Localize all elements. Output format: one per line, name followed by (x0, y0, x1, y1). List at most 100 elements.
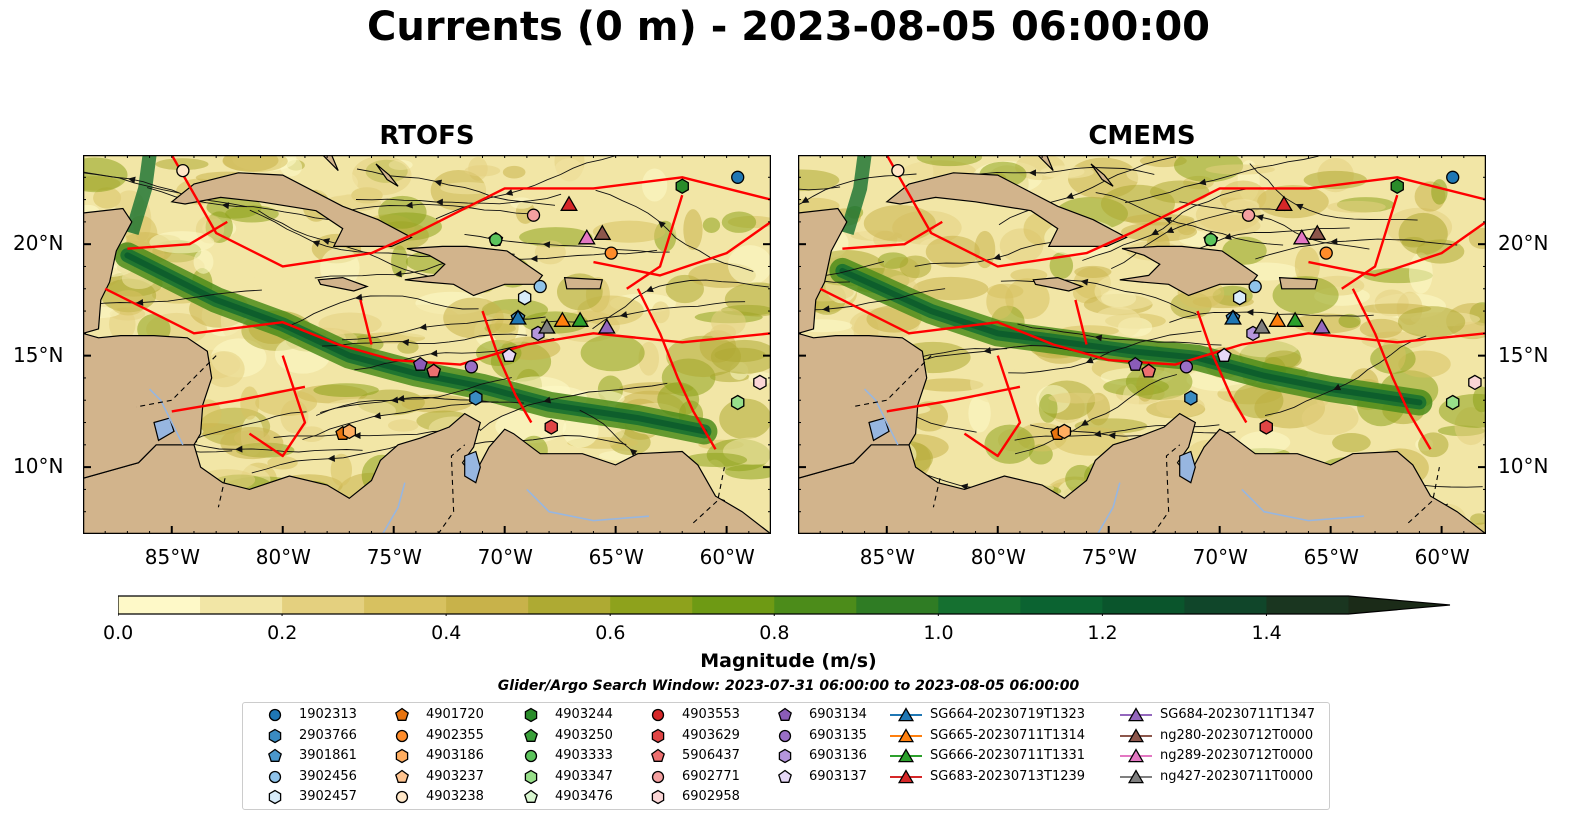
legend-circle-icon (651, 770, 665, 783)
colorbar (118, 595, 1451, 616)
y-tick-label-left: 20°N (13, 231, 64, 256)
argo-float-6903134 (1127, 356, 1143, 371)
colorbar-tick-label: 0.2 (267, 622, 298, 644)
legend-item: 3902457 (255, 788, 375, 806)
glider-SG664-20230719T1323 (1224, 309, 1242, 325)
legend-marker-icon (524, 728, 538, 742)
colorbar-tick-label: 0.4 (431, 622, 462, 644)
river (864, 388, 899, 446)
glider-ng289-20230712T0000 (577, 229, 596, 245)
landmass (1036, 155, 1054, 172)
argo-float-1902313 (1446, 170, 1460, 184)
legend-marker-icon (524, 769, 538, 784)
argo-float-4903244 (1390, 178, 1404, 194)
argo-float-2903766 (1184, 390, 1198, 406)
legend-marker-icon (1120, 707, 1152, 722)
eez-boundary (593, 220, 771, 277)
streamline-arrow (1151, 228, 1160, 236)
legend-hexagon-icon (268, 728, 282, 743)
streamline-arrow (1295, 203, 1304, 211)
streamline-arrow (435, 198, 443, 206)
eez-boundary (127, 220, 228, 250)
lake (1179, 450, 1196, 484)
legend-circle-icon (524, 749, 538, 763)
streamline (320, 397, 525, 414)
glider-SG664-20230719T1323 (509, 309, 527, 325)
streamline (798, 173, 917, 206)
colorbar-segment (1020, 596, 1103, 614)
streamline-arrow (658, 220, 666, 229)
argo-float-6903137 (1216, 347, 1232, 362)
legend-pentagon-icon (524, 789, 538, 803)
legend-label: 6903134 (809, 707, 867, 722)
colorbar-segment (610, 596, 693, 614)
landmass (1032, 276, 1084, 292)
argo-float-4903333 (1204, 233, 1218, 247)
legend-label: 6903137 (809, 768, 867, 784)
legend-item: 6902958 (638, 788, 758, 806)
legend-label: ng280-20230712T0000 (1160, 727, 1314, 743)
legend-triangle-icon (897, 727, 915, 742)
legend-item: ng289-20230712T0000 (1116, 747, 1336, 765)
panel-title-cmems: CMEMS (1088, 121, 1196, 151)
glider-ng280-20230712T0000 (593, 224, 612, 240)
eez-boundary (359, 299, 373, 345)
colorbar-tick-label: 0.0 (103, 622, 134, 644)
legend-item: 4903629 (638, 727, 758, 745)
legend-marker-icon (395, 729, 409, 742)
streamline-arrow (543, 396, 552, 404)
legend-label: 2903766 (299, 727, 357, 743)
glider-SG666-20230711T1331 (1286, 311, 1305, 327)
glider-SG665-20230711T1314 (553, 311, 572, 327)
glider-SG666-20230711T1331 (571, 311, 590, 327)
streamline-arrow (505, 189, 514, 196)
legend-circle-icon (778, 729, 792, 742)
landmass (404, 245, 544, 297)
legend-marker-icon (268, 748, 282, 762)
streamline-arrow (1085, 356, 1094, 364)
legend-marker-icon (651, 748, 665, 762)
argo-float-6903137 (501, 347, 517, 362)
legend-circle-icon (395, 729, 409, 742)
landmass (317, 276, 369, 292)
legend-item: 4901720 (382, 706, 502, 724)
legend-marker-icon (890, 748, 922, 763)
colorbar-tick-label: 1.4 (1251, 622, 1282, 644)
streamline-arrow (1330, 238, 1338, 246)
legend-item: 2903766 (255, 727, 375, 745)
streamline-arrow (135, 298, 144, 306)
x-tick-label: 75°W (366, 545, 422, 569)
legend-item: ng280-20230712T0000 (1116, 727, 1336, 745)
border (851, 355, 932, 408)
streamline (1125, 155, 1319, 204)
argo-float-4902355 (1319, 246, 1333, 260)
legend-item: 3902456 (255, 768, 375, 786)
eez-boundary (481, 310, 533, 424)
legend-label: SG683-20230713T1239 (930, 768, 1086, 784)
colorbar-segment (364, 596, 447, 614)
streamline (1249, 163, 1418, 221)
colorbar-segment (200, 596, 283, 614)
legend-label: 3902456 (299, 768, 357, 784)
streamline-arrow (1166, 226, 1175, 233)
argo-float-4903238 (891, 163, 905, 178)
border (217, 478, 226, 508)
streamline (302, 401, 499, 440)
streamline (798, 186, 841, 191)
border (136, 355, 217, 408)
legend-marker-icon (890, 707, 922, 722)
streamline-arrow (801, 196, 810, 204)
legend-triangle-icon (897, 707, 915, 722)
legend: 1902313 2903766 3901861 3902456 3902457 49017… (242, 702, 1330, 810)
argo-float-3902456 (1248, 279, 1262, 294)
argo-float-3902456 (533, 279, 547, 294)
streamline-arrow (354, 293, 363, 301)
eez-boundary (1074, 299, 1088, 345)
legend-label: 4903250 (555, 727, 613, 743)
legend-marker-icon (1120, 768, 1152, 783)
legend-item: SG664-20230719T1323 (886, 706, 1106, 724)
lake (153, 417, 175, 442)
eez-boundary (842, 220, 943, 250)
legend-triangle-icon (897, 748, 915, 763)
streamline (355, 193, 562, 205)
